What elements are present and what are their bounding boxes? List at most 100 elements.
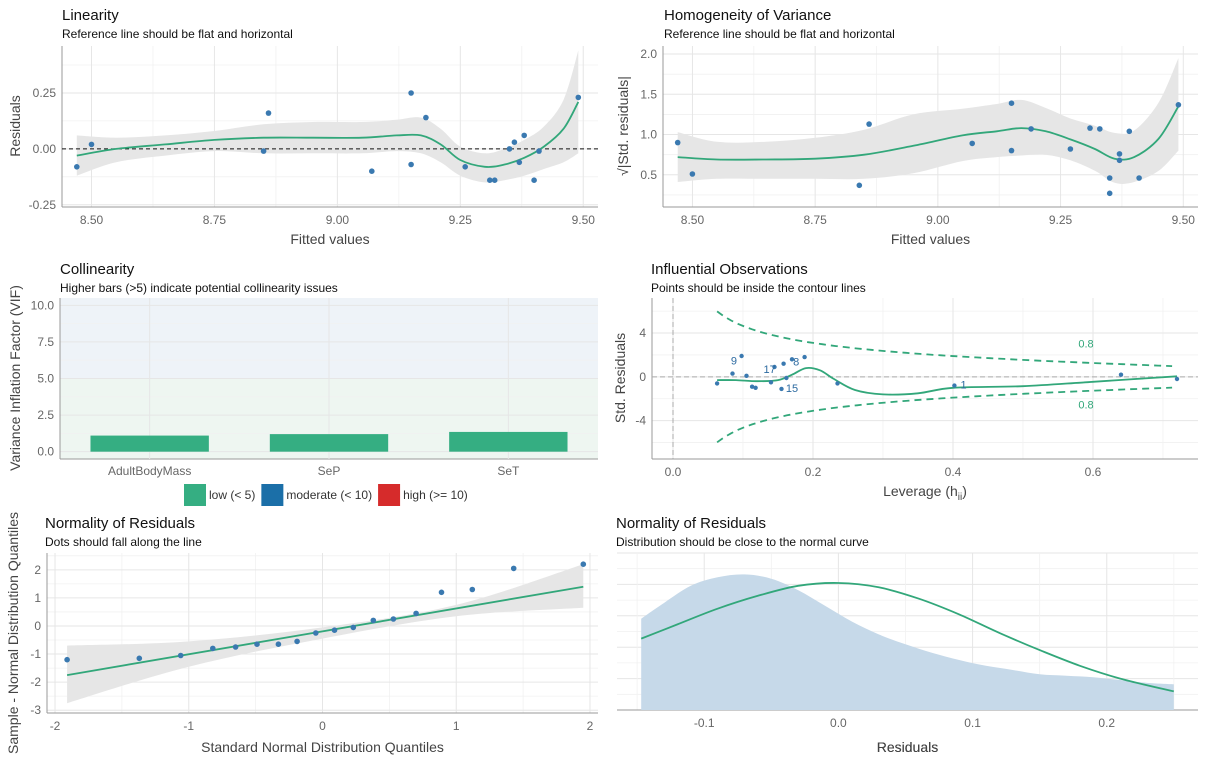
linearity-data-point <box>487 177 493 183</box>
homogeneity-data-point <box>1116 157 1123 164</box>
homogeneity-fit-line <box>677 105 1180 161</box>
homogeneity-data-point <box>1087 125 1093 131</box>
qq-confidence-band <box>67 564 584 704</box>
influential-y-tick-label: -4 <box>635 414 646 428</box>
linearity-fit-line <box>76 101 580 168</box>
linearity-x-axis-title: Fitted values <box>290 231 369 247</box>
collinearity-y-tick-label: 10.0 <box>31 298 55 312</box>
density-x-tick-label: 0.0 <box>830 716 847 730</box>
qq-data-point <box>469 586 476 593</box>
homogeneity-data-point <box>689 171 696 177</box>
influential-data-point <box>714 381 720 386</box>
linearity-subtitle: Reference line should be flat and horizo… <box>62 27 293 41</box>
homogeneity-data-point <box>674 139 681 146</box>
influential-subtitle: Points should be inside the contour line… <box>651 281 866 295</box>
qq-y-axis-title: Sample - Normal Distribution Quantiles <box>5 512 21 754</box>
qq-data-point <box>254 641 260 647</box>
influential-x-tick-label: 0.4 <box>945 465 962 479</box>
influential-data-point <box>784 375 789 381</box>
homogeneity-data-point <box>856 182 863 189</box>
homogeneity-y-tick-label: 0.5 <box>640 168 657 182</box>
linearity-x-tick-label: 8.50 <box>80 213 104 227</box>
homogeneity-y-tick-label: 2.0 <box>640 47 657 61</box>
homogeneity-y-tick-label: 1.5 <box>640 87 657 101</box>
collinearity-title: Collinearity <box>60 261 135 278</box>
influential-x-axis-title: Leverage (hii) <box>883 483 967 503</box>
homogeneity-data-point <box>1008 100 1015 106</box>
homogeneity-title: Homogeneity of Variance <box>664 7 831 24</box>
linearity-data-point <box>265 110 272 116</box>
influential-x-tick-label: 0.2 <box>805 465 822 479</box>
qq-data-point <box>232 644 239 650</box>
linearity-data-point <box>408 161 414 168</box>
linearity-y-tick-label: -0.25 <box>29 198 57 212</box>
linearity-data-point <box>462 164 469 170</box>
homogeneity-x-tick-label: 8.50 <box>681 213 705 227</box>
linearity-data-point <box>536 148 542 154</box>
collinearity-legend-label: moderate (< 10) <box>286 488 372 502</box>
collinearity-bar <box>90 435 209 452</box>
density-subtitle: Distribution should be close to the norm… <box>616 535 869 549</box>
qq-data-point <box>390 616 397 622</box>
homogeneity-subtitle: Reference line should be flat and horizo… <box>664 27 895 41</box>
linearity-data-point <box>491 177 498 183</box>
collinearity-legend-label: low (< 5) <box>209 488 255 502</box>
influential-x-tick-label: 0.6 <box>1085 465 1102 479</box>
linearity-confidence-band <box>76 50 579 183</box>
linearity-data-point <box>511 139 518 145</box>
influential-point-label: 15 <box>786 383 798 395</box>
qq-data-point <box>510 565 517 572</box>
influential-data-point <box>835 381 840 386</box>
qq-data-point <box>350 624 357 631</box>
qq-data-point <box>331 627 338 633</box>
influential-upper-contour <box>716 310 1173 367</box>
influential-lower-contour <box>716 386 1173 444</box>
density-x-tick-label: -0.1 <box>694 716 715 730</box>
homogeneity-data-point <box>1028 126 1034 132</box>
linearity-x-tick-label: 9.50 <box>572 213 596 227</box>
qq-x-tick-label: -2 <box>50 719 61 733</box>
homogeneity-y-tick-label: 1.0 <box>640 128 657 142</box>
collinearity-x-tick-label: AdultBodyMass <box>108 464 191 478</box>
influential-upper-contour-label: 0.8 <box>1078 338 1093 350</box>
qq-x-tick-label: 1 <box>453 719 460 733</box>
homogeneity-confidence-band <box>677 58 1179 184</box>
qq-x-axis-title: Standard Normal Distribution Quantiles <box>201 739 444 755</box>
qq-data-point <box>413 610 419 617</box>
linearity-x-tick-label: 8.75 <box>203 213 227 227</box>
influential-data-point <box>749 384 755 389</box>
qq-y-tick-label: -3 <box>30 703 41 717</box>
influential-title: Influential Observations <box>651 261 808 278</box>
qq-data-point <box>294 638 300 645</box>
qq-subtitle: Dots should fall along the line <box>45 535 202 549</box>
influential-point-label: 9 <box>731 355 737 367</box>
influential-data-point <box>789 357 795 362</box>
homogeneity-data-point <box>1106 190 1113 197</box>
collinearity-legend-label: high (>= 10) <box>403 488 468 502</box>
influential-y-tick-label: 4 <box>639 326 646 340</box>
influential-data-point <box>781 361 786 366</box>
collinearity-bar <box>269 434 389 452</box>
influential-data-point <box>739 353 744 359</box>
linearity-title: Linearity <box>62 7 119 24</box>
density-x-tick-label: 0.1 <box>964 716 981 730</box>
collinearity-x-tick-label: SeT <box>497 464 520 478</box>
homogeneity-data-point <box>1136 175 1142 181</box>
linearity-y-tick-label: 0.00 <box>33 142 57 156</box>
collinearity-legend-swatch <box>378 484 401 506</box>
density-title: Normality of Residuals <box>616 515 766 532</box>
influential-data-point <box>1118 372 1124 377</box>
linearity-data-point <box>506 146 513 152</box>
collinearity-y-axis-title: Variance Inflation Factor (VIF) <box>7 285 23 471</box>
homogeneity-x-tick-label: 9.25 <box>1049 213 1073 227</box>
collinearity-x-tick-label: SeP <box>318 464 341 478</box>
linearity-data-point <box>575 94 582 101</box>
homogeneity-x-tick-label: 8.75 <box>803 213 827 227</box>
influential-y-tick-label: 0 <box>639 370 646 384</box>
homogeneity-data-point <box>1008 147 1015 154</box>
linearity-data-point <box>369 168 375 174</box>
collinearity-y-tick-label: 2.5 <box>37 408 54 422</box>
qq-x-tick-label: -1 <box>183 719 194 733</box>
influential-data-point <box>753 385 758 390</box>
